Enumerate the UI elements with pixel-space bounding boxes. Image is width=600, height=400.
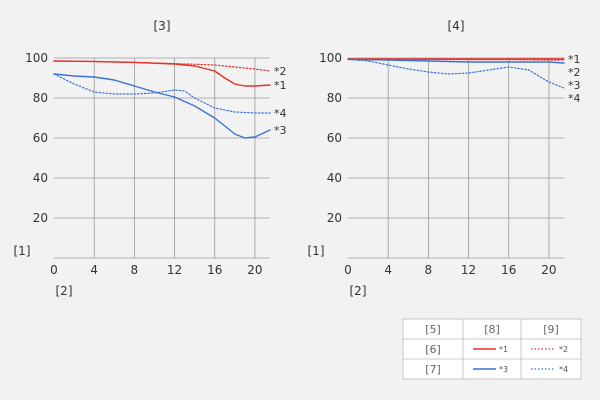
series-line-star1 bbox=[53, 60, 271, 87]
legend-header: [8] bbox=[484, 323, 500, 336]
x-tick-label: 16 bbox=[501, 263, 516, 277]
x-tick-label: 4 bbox=[384, 263, 392, 277]
x-tick-label: 16 bbox=[207, 263, 222, 277]
x-tick-label: 20 bbox=[247, 263, 262, 277]
y-tick-label: 80 bbox=[327, 91, 342, 105]
legend-solid-label: *1 bbox=[499, 345, 508, 354]
chart-title: [4] bbox=[448, 19, 465, 33]
y-axis-label: [1] bbox=[14, 244, 31, 258]
series-end-label: *4 bbox=[274, 107, 287, 120]
legend-header: [5] bbox=[425, 323, 441, 336]
legend-solid-label: *3 bbox=[499, 365, 508, 374]
x-tick-label: 8 bbox=[425, 263, 433, 277]
legend-row-label: [7] bbox=[425, 363, 441, 376]
x-tick-label: 0 bbox=[344, 263, 352, 277]
x-tick-label: 20 bbox=[541, 263, 556, 277]
y-tick-label: 60 bbox=[33, 131, 48, 145]
series-end-label: *1 bbox=[568, 53, 581, 66]
x-tick-label: 12 bbox=[167, 263, 182, 277]
y-tick-label: 80 bbox=[33, 91, 48, 105]
legend-dotted-label: *2 bbox=[559, 345, 568, 354]
x-tick-label: 0 bbox=[50, 263, 58, 277]
y-tick-label: 40 bbox=[33, 171, 48, 185]
y-tick-label: 100 bbox=[25, 51, 48, 65]
y-tick-label: 20 bbox=[33, 211, 48, 225]
legend-table: [5] [8] [9] [6] *1 *2 [7] *3 *4 bbox=[402, 318, 582, 380]
chart-panel-2: [4] 20 40 60 80 100 0 4 8 12 16 20 [1] [2] *1*2*3*4 bbox=[308, 19, 581, 298]
x-tick-label: 8 bbox=[131, 263, 139, 277]
x-tick-label: 4 bbox=[90, 263, 98, 277]
series-end-label: *3 bbox=[274, 124, 287, 137]
legend-row-label: [6] bbox=[425, 343, 441, 356]
x-axis-label: [2] bbox=[350, 284, 367, 298]
series-line-star3 bbox=[347, 58, 565, 64]
series-end-label: *3 bbox=[568, 79, 581, 92]
series-line-star4 bbox=[347, 58, 565, 89]
x-tick-label: 12 bbox=[461, 263, 476, 277]
y-tick-label: 60 bbox=[327, 131, 342, 145]
series-line-star3 bbox=[53, 73, 271, 139]
chart-title: [3] bbox=[154, 19, 171, 33]
y-tick-label: 40 bbox=[327, 171, 342, 185]
series-end-label: *4 bbox=[568, 92, 581, 105]
series-line-star2 bbox=[53, 60, 271, 72]
y-axis-label: [1] bbox=[308, 244, 325, 258]
series-line-star2 bbox=[347, 58, 565, 61]
legend-header: [9] bbox=[543, 323, 559, 336]
series-end-label: *2 bbox=[274, 65, 287, 78]
series-end-label: *2 bbox=[568, 66, 581, 79]
series-end-label: *1 bbox=[274, 79, 287, 92]
y-tick-label: 100 bbox=[319, 51, 342, 65]
x-axis-label: [2] bbox=[56, 284, 73, 298]
series-line-star4 bbox=[53, 73, 271, 114]
y-tick-label: 20 bbox=[327, 211, 342, 225]
legend-dotted-label: *4 bbox=[559, 365, 568, 374]
chart-panel-1: [3] 20 40 60 80 100 0 4 8 12 16 20 [1] [2] *2*1 *4 *3 bbox=[14, 19, 287, 298]
